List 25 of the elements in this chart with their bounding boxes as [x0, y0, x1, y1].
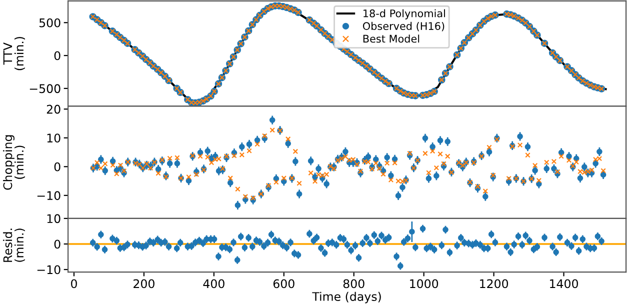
x-tick-label: 1400: [550, 279, 578, 288]
legend-label: 18-d Polynomial: [364, 9, 445, 20]
legend-label: Best Model: [363, 34, 420, 43]
x-tick-label: 1000: [410, 279, 438, 288]
y-axis-title: Chopping (min.): [3, 135, 25, 190]
x-tick-label: 1200: [480, 279, 508, 288]
y-tick-label: 20: [46, 104, 60, 114]
y-tick-label: 0: [54, 240, 60, 249]
x-tick-label: 600: [273, 279, 294, 288]
y-tick-label: −10: [37, 265, 60, 274]
y-tick-label: 0: [54, 162, 60, 172]
x-tick-label: 800: [343, 279, 364, 288]
x-tick-label: 0: [71, 279, 77, 288]
y-axis-title: TTV (min.): [3, 36, 25, 70]
x-tick-label: 200: [134, 279, 154, 288]
y-tick-label: −10: [37, 191, 60, 200]
y-tick-label: 500: [39, 18, 60, 28]
y-tick-label: −500: [30, 84, 60, 94]
y-tick-label: 10: [47, 214, 60, 224]
x-axis-title: Time (days): [312, 292, 381, 304]
legend-label: Observed (H16): [362, 22, 444, 32]
y-axis-title: Resid. (min.): [3, 228, 25, 262]
x-tick-label: 400: [203, 279, 224, 288]
y-tick-label: 10: [47, 134, 60, 143]
y-tick-label: 0: [54, 51, 60, 60]
